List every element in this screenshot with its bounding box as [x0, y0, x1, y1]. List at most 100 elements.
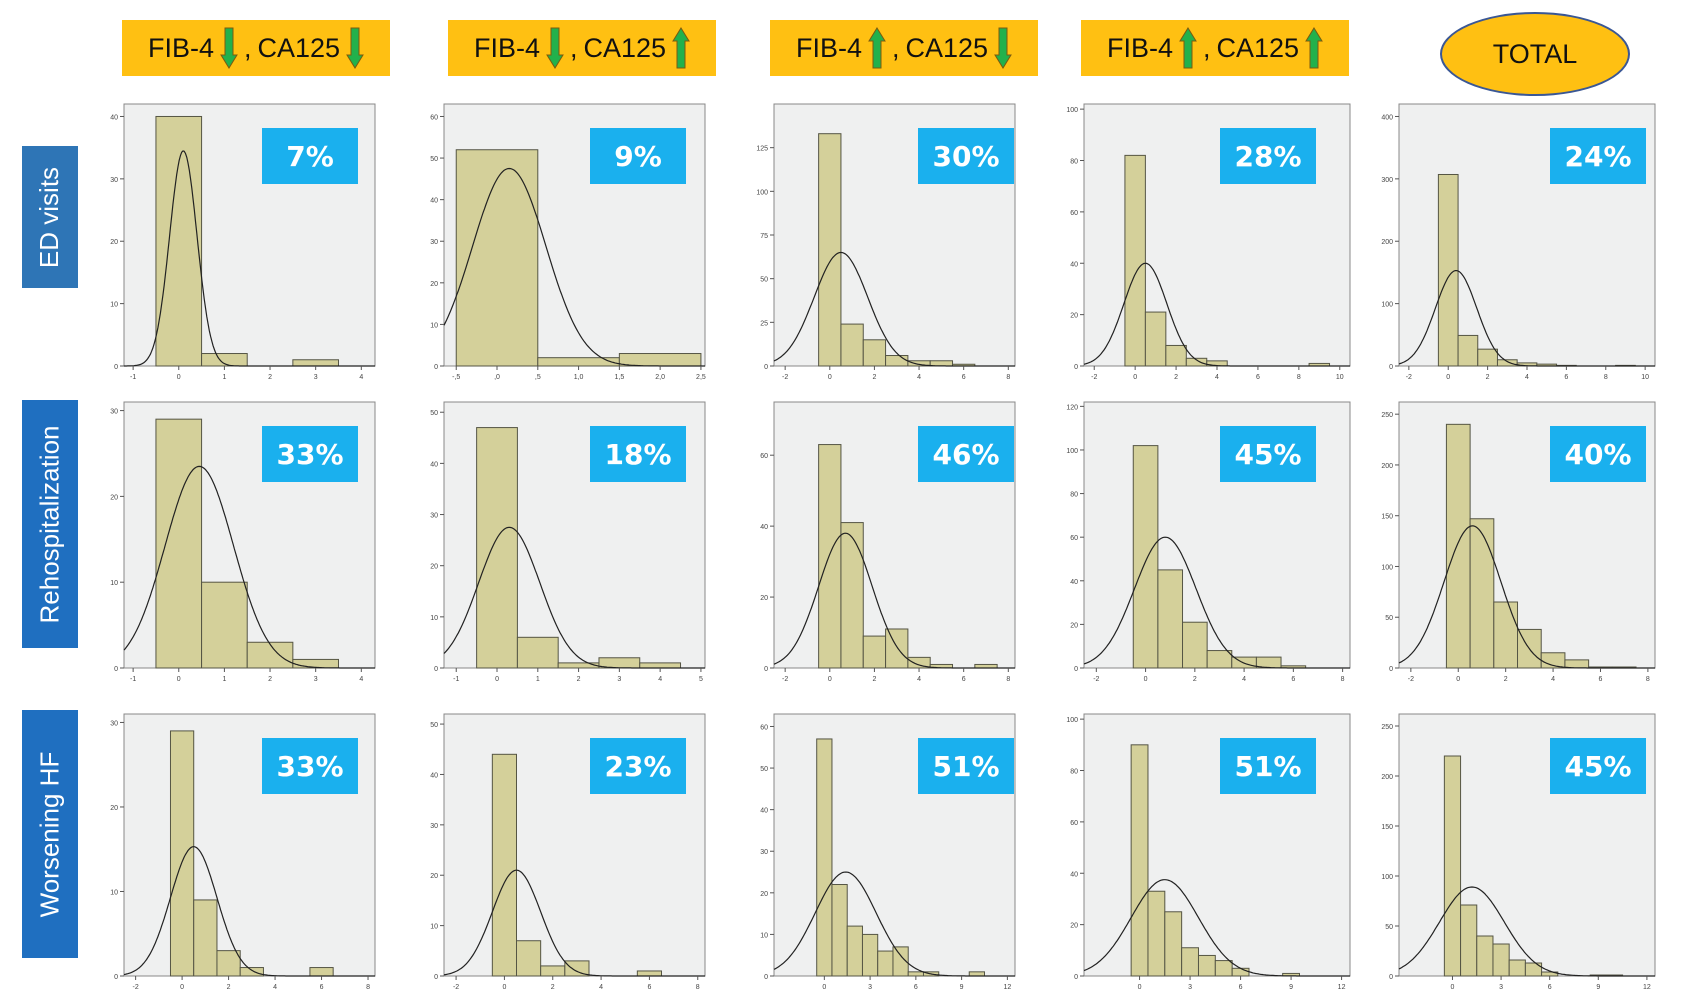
ca125-label: CA125 — [1216, 32, 1300, 63]
arrow-down-icon — [346, 27, 364, 69]
histogram-bar — [239, 967, 264, 977]
histogram-1-1: 0 10 20 30 40 -1 0 1 2 3 4 7% — [110, 103, 376, 386]
y-tick-label: 100 — [1066, 717, 1078, 724]
x-tick-label: 4 — [658, 676, 662, 683]
y-tick-label: 60 — [1070, 535, 1078, 542]
histogram-bar — [1231, 967, 1250, 977]
y-tick-label: 10 — [110, 889, 118, 896]
separator: , — [569, 32, 578, 63]
histogram-bar — [877, 950, 894, 977]
x-tick-label: 4 — [359, 676, 363, 683]
histogram-bar — [1493, 601, 1519, 669]
histogram-bar — [491, 753, 517, 977]
y-tick-label: 60 — [760, 724, 768, 731]
histogram-bar — [1496, 359, 1518, 367]
y-tick-label: 0 — [1074, 974, 1078, 981]
percentage-badge: 51% — [1220, 738, 1316, 794]
x-tick-label: 1,0 — [574, 374, 584, 381]
histogram-bar — [831, 884, 848, 977]
row-label-text: ED visits — [34, 166, 65, 268]
histogram-bar — [1476, 935, 1494, 977]
histogram-bar — [516, 940, 542, 977]
histogram-bar — [816, 738, 833, 977]
histogram-bar — [292, 359, 339, 367]
y-tick-label: 60 — [430, 114, 438, 121]
arrow-down-icon — [220, 27, 238, 69]
x-tick-label: -2 — [133, 984, 139, 991]
ca125-label: CA125 — [257, 32, 341, 63]
y-tick-label: 0 — [764, 974, 768, 981]
x-tick-label: 6 — [962, 374, 966, 381]
x-tick-label: 3 — [1188, 984, 1192, 991]
normal-curve — [1083, 536, 1350, 669]
y-tick-label: 20 — [430, 281, 438, 288]
row-label-text: Worsening HF — [34, 751, 65, 917]
y-tick-label: 75 — [760, 233, 768, 240]
x-tick-label: 8 — [366, 984, 370, 991]
x-tick-label: -1 — [130, 374, 136, 381]
x-tick-label: 0 — [828, 374, 832, 381]
y-tick-label: 0 — [434, 666, 438, 673]
x-tick-label: 0 — [1456, 676, 1460, 683]
y-tick-label: 40 — [430, 198, 438, 205]
x-tick-label: 0 — [822, 984, 826, 991]
y-tick-label: 120 — [1066, 404, 1078, 411]
histogram-bar — [1124, 154, 1146, 367]
percentage-badge: 23% — [590, 738, 686, 794]
histogram-bar — [1197, 954, 1216, 977]
y-tick-label: 10 — [110, 580, 118, 587]
y-tick-label: 40 — [110, 114, 118, 121]
histogram-bar — [1132, 445, 1159, 669]
x-tick-label: 10 — [1336, 374, 1344, 381]
percentage-badge: 33% — [262, 426, 358, 482]
x-tick-label: 4 — [273, 984, 277, 991]
x-tick-label: 1 — [222, 374, 226, 381]
arrow-up-icon — [1305, 27, 1323, 69]
histogram-bar — [1214, 960, 1233, 977]
histogram-1-5: 0 100 200 300 400 -2 0 2 4 6 8 10 24% — [1381, 103, 1656, 386]
histogram-bar — [862, 339, 887, 367]
histogram-bar — [639, 662, 682, 669]
fib4-label: FIB-4 — [473, 32, 540, 63]
x-tick-label: 2 — [551, 984, 555, 991]
fib4-label: FIB-4 — [1106, 32, 1173, 63]
y-tick-label: 200 — [1381, 463, 1393, 470]
x-tick-label: 0 — [495, 676, 499, 683]
histogram-bar — [636, 970, 662, 977]
percentage-badge: 9% — [590, 128, 686, 184]
y-tick-label: 30 — [110, 720, 118, 727]
x-tick-label: ,5 — [535, 374, 541, 381]
y-tick-label: 30 — [760, 849, 768, 856]
normal-curve — [123, 465, 375, 669]
histogram-bar — [155, 418, 203, 669]
arrow-up-icon — [1179, 27, 1197, 69]
histogram-bar — [1130, 744, 1149, 977]
x-tick-label: 6 — [1599, 676, 1603, 683]
y-tick-label: 50 — [430, 722, 438, 729]
x-tick-label: -2 — [782, 676, 788, 683]
y-tick-label: 200 — [1381, 774, 1393, 781]
histogram-1-2: 0 10 20 30 40 50 60 -,5 ,0 ,5 1,0 1,5 2,0 2,5 9% — [430, 103, 706, 386]
histogram-2-3: 0 20 40 60 -2 0 2 4 6 8 46% — [760, 401, 1016, 688]
normal-curve — [1398, 886, 1655, 977]
percentage-badge: 7% — [262, 128, 358, 184]
y-tick-label: 20 — [110, 494, 118, 501]
histogram-bar — [193, 899, 218, 977]
y-tick-label: 0 — [434, 364, 438, 371]
histogram-bar — [292, 658, 339, 669]
y-tick-label: 50 — [1385, 615, 1393, 622]
y-tick-label: 0 — [1074, 666, 1078, 673]
row-label-ed-visits: ED visits — [22, 146, 78, 288]
arrow-up-icon — [672, 27, 690, 69]
y-tick-label: 100 — [1381, 302, 1393, 309]
x-tick-label: 3 — [1499, 984, 1503, 991]
y-tick-label: 40 — [430, 772, 438, 779]
x-tick-label: 4 — [599, 984, 603, 991]
percentage-badge: 30% — [918, 128, 1014, 184]
y-tick-label: 10 — [760, 932, 768, 939]
histogram-3-4: 0 20 40 60 80 100 0 3 6 9 12 51% — [1066, 713, 1351, 996]
normal-curve — [1398, 525, 1655, 669]
x-tick-label: 2 — [872, 676, 876, 683]
y-tick-label: 0 — [114, 364, 118, 371]
x-tick-label: 0 — [177, 676, 181, 683]
